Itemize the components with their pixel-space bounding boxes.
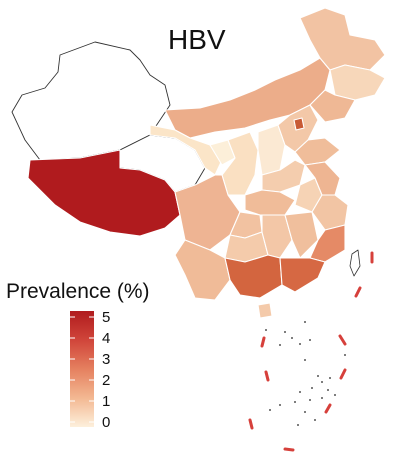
region-heilongjiang — [299, 7, 386, 71]
legend-tick-label: 1 — [102, 393, 111, 410]
dash-6 — [339, 368, 347, 380]
dash-4 — [338, 334, 347, 346]
region-tibet — [27, 149, 181, 237]
region-yunnan — [174, 239, 231, 301]
region-beijing — [293, 117, 305, 131]
region-taiwan — [349, 249, 361, 277]
dash-3 — [260, 336, 266, 348]
region-hubei — [244, 189, 296, 216]
region-guangdong — [279, 257, 326, 293]
legend-tick-label: 0 — [102, 414, 111, 431]
dash-2 — [354, 286, 362, 298]
dash-9 — [283, 447, 295, 452]
legend-ticks — [70, 316, 94, 423]
region-hainan — [257, 302, 273, 319]
region-guangxi — [224, 254, 283, 299]
legend-tick-label: 4 — [102, 330, 111, 347]
region-liaoning — [309, 89, 356, 123]
legend-tick-label: 5 — [102, 309, 111, 326]
dash-8 — [324, 403, 332, 414]
legend-color-bar — [70, 311, 94, 427]
region-jilin — [329, 64, 386, 101]
nine-dash-line — [248, 251, 374, 452]
region-jiangxi — [284, 211, 319, 259]
legend-tick-label: 2 — [102, 372, 111, 389]
map-title: HBV — [168, 24, 226, 55]
dash-7 — [248, 418, 254, 430]
legend-title: Prevalence (%) — [6, 280, 150, 303]
dash-5 — [264, 370, 270, 382]
south-sea-islands — [265, 321, 346, 426]
legend-tick-label: 3 — [102, 351, 111, 368]
